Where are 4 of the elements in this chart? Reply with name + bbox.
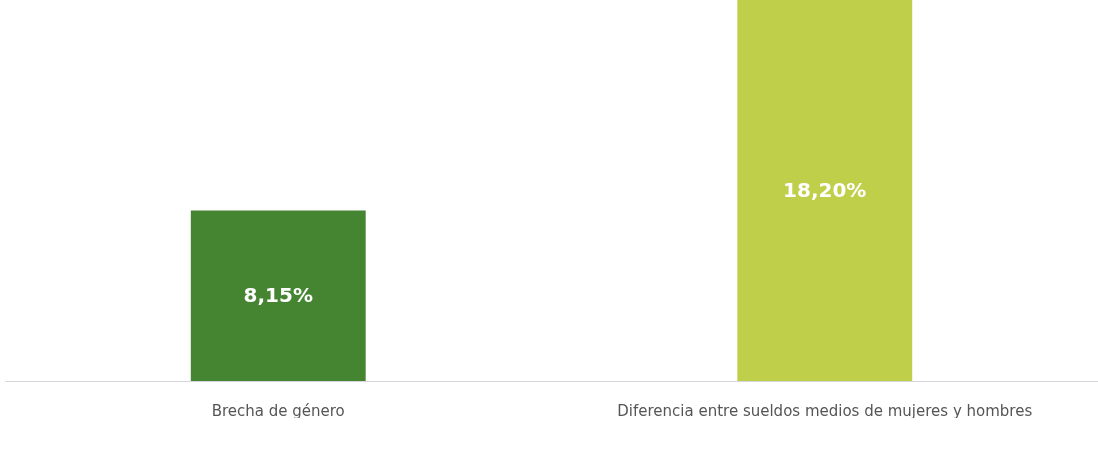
data-label: 18,20%: [783, 177, 867, 202]
x-tick-label: Diferencia entre sueldos medios de mujeres y hombres: [617, 401, 1033, 420]
x-tick-label: Brecha de género: [211, 401, 345, 420]
data-label: 8,15%: [243, 282, 313, 307]
